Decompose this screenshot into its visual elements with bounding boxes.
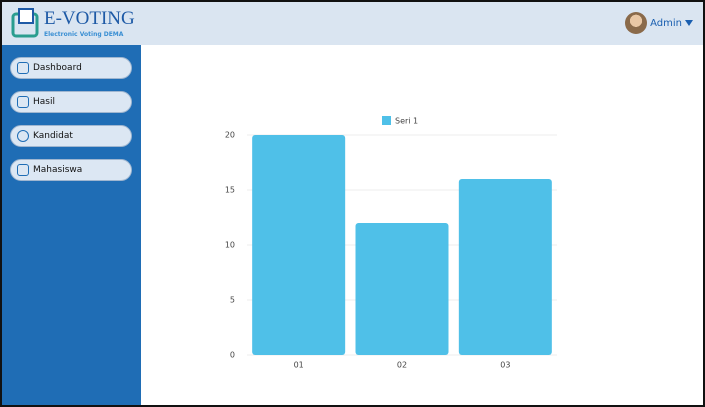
legend-label: Seri 1 — [395, 117, 418, 126]
dropdown-arrow — [685, 20, 693, 26]
avatar — [625, 12, 647, 34]
logo-icon — [10, 6, 42, 40]
logo-title: E-VOTING — [44, 8, 135, 30]
menu-icon — [17, 164, 29, 176]
header: E-VOTING Electronic Voting DEMA Admin — [2, 2, 703, 45]
bar — [356, 223, 449, 355]
x-tick-label: 03 — [500, 361, 510, 370]
page: E-VOTING Electronic Voting DEMA Admin Da… — [0, 0, 705, 407]
menu-label: Hasil — [33, 97, 55, 107]
menu-item[interactable]: Kandidat — [10, 125, 132, 147]
sidebar: Dashboard Hasil Kandidat Mahasiswa — [2, 45, 141, 405]
y-tick-label: 20 — [225, 131, 235, 140]
legend-swatch — [382, 116, 391, 125]
x-tick-label: 02 — [397, 361, 407, 370]
logo-subtitle: Electronic Voting DEMA — [44, 31, 123, 38]
y-tick-label: 5 — [230, 296, 235, 305]
y-tick-label: 15 — [225, 186, 235, 195]
x-tick-label: 01 — [294, 361, 304, 370]
bar — [459, 179, 552, 355]
chart: 0 5 10 15 20 Seri 1 01 02 03 — [143, 47, 703, 405]
menu-icon — [17, 96, 29, 108]
menu-icon — [17, 130, 29, 142]
y-tick-label: 10 — [225, 241, 235, 250]
menu-label: Mahasiswa — [33, 165, 82, 175]
menu-label: Kandidat — [33, 131, 73, 141]
menu-item[interactable]: Mahasiswa — [10, 159, 132, 181]
user-name: Admin — [650, 18, 682, 29]
menu-icon — [17, 62, 29, 74]
menu-item[interactable]: Hasil — [10, 91, 132, 113]
user-menu[interactable]: Admin — [625, 12, 693, 34]
menu-item[interactable]: Dashboard — [10, 57, 132, 79]
y-tick-label: 0 — [230, 351, 235, 360]
menu-label: Dashboard — [33, 63, 82, 73]
bar — [252, 135, 345, 355]
